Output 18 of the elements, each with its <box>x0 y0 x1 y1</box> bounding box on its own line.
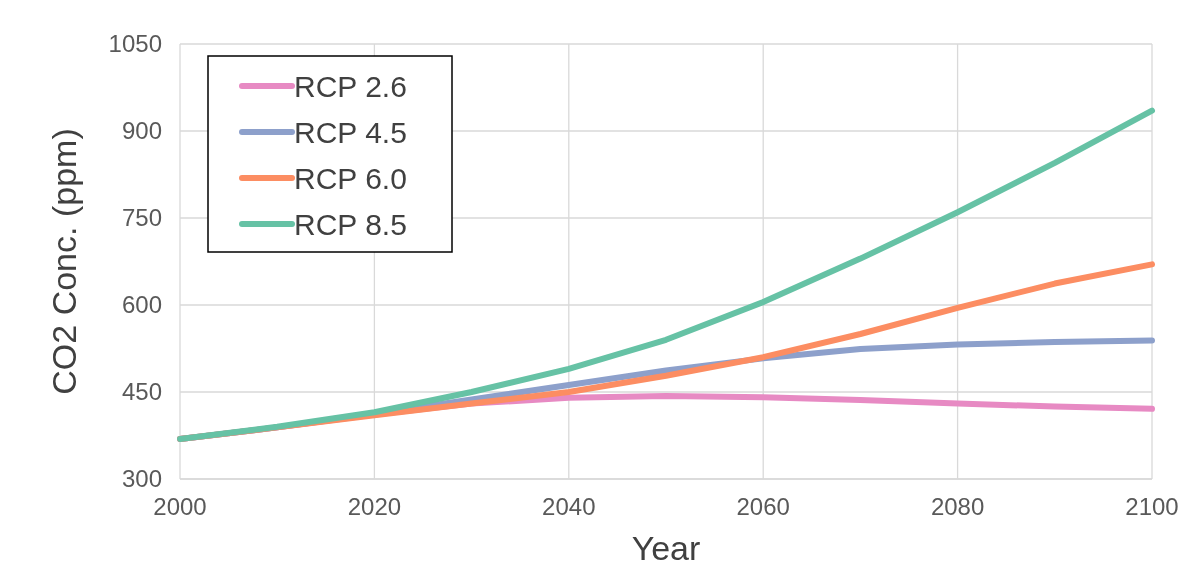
x-tick-label: 2060 <box>736 493 790 520</box>
x-tick-label: 2000 <box>153 493 207 520</box>
x-tick-label: 2020 <box>347 493 402 520</box>
x-tick-label: 2100 <box>1125 493 1179 520</box>
y-tick-label: 900 <box>121 117 162 145</box>
y-tick-label: 1050 <box>108 30 162 58</box>
y-tick-label: 600 <box>121 291 162 319</box>
legend-label: RCP 4.5 <box>294 115 407 149</box>
x-tick-label: 2080 <box>930 493 985 520</box>
x-tick-label: 2040 <box>542 493 596 520</box>
legend-label: RCP 8.5 <box>294 207 407 241</box>
legend-label: RCP 6.0 <box>294 161 407 195</box>
y-tick-label: 750 <box>121 204 162 232</box>
y-axis-title: CO2 Conc. (ppm) <box>45 128 83 395</box>
x-axis-title: Year <box>631 529 701 567</box>
y-tick-label: 300 <box>121 465 162 493</box>
y-tick-label: 450 <box>121 378 162 406</box>
legend-label: RCP 2.6 <box>294 69 407 103</box>
